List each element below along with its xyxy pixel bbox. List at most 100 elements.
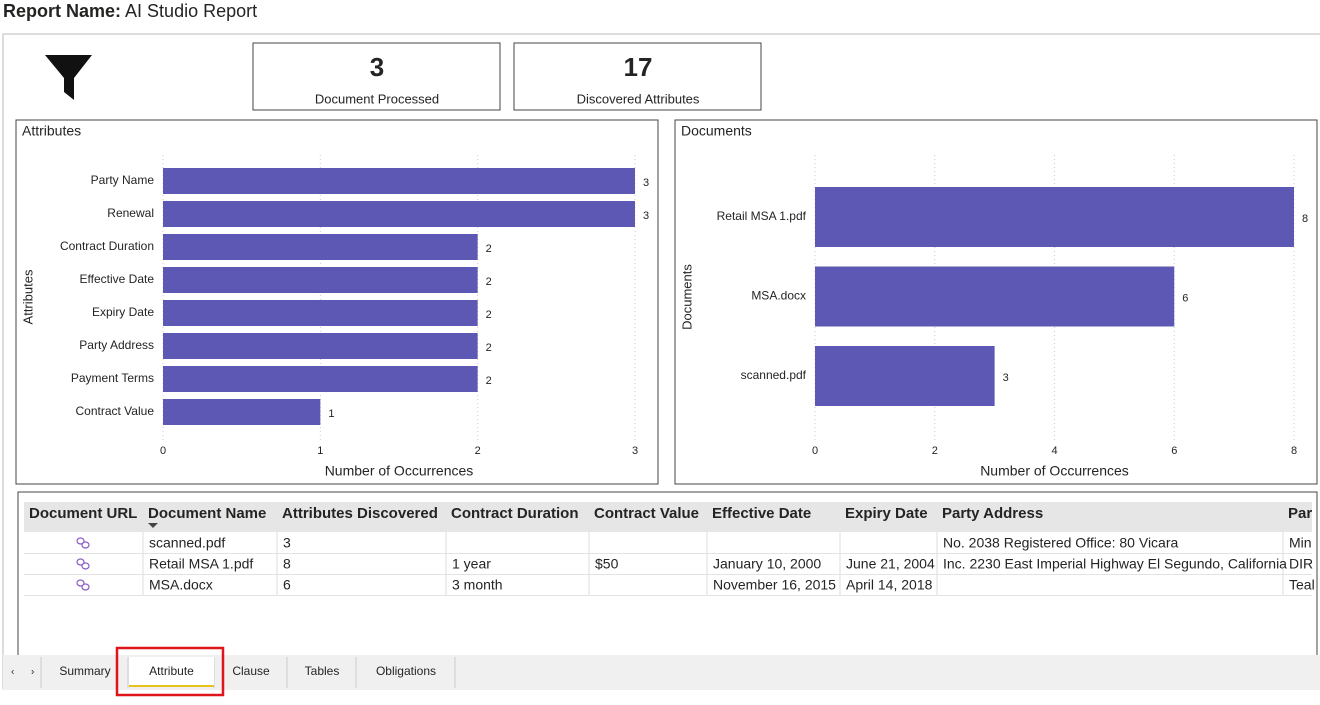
column-header[interactable]: Document URL [29,505,137,522]
data-label: 1 [328,408,334,420]
link-icon[interactable] [76,558,90,570]
bar [163,333,478,359]
column-header[interactable]: Attributes Discovered [282,505,438,522]
column-header[interactable]: Expiry Date [845,505,928,522]
data-label: 8 [1302,213,1308,225]
table-cell: June 21, 2004 [846,556,935,572]
link-icon[interactable] [76,579,90,591]
header-title: AI Studio Report [125,1,257,21]
bar [163,399,321,425]
table-cell: 3 month [452,577,503,593]
kpi-value: 17 [624,52,653,82]
table-cell: 1 year [452,556,491,572]
filter-icon[interactable] [45,55,92,100]
bar [163,267,478,293]
y-tick-label: Expiry Date [92,305,154,319]
tab[interactable]: Tables [305,664,340,678]
data-label: 2 [486,342,492,354]
column-header[interactable]: Contract Value [594,505,699,522]
y-tick-label: Payment Terms [71,371,154,385]
table-cell: DIR [1289,556,1313,572]
data-label: 3 [1003,372,1009,384]
bar [815,187,1294,247]
y-tick-label: MSA.docx [751,289,806,303]
y-tick-label: scanned.pdf [741,368,807,382]
table-cell: $50 [595,556,619,572]
y-tick-label: Effective Date [80,272,155,286]
table-cell: Retail MSA 1.pdf [149,556,253,572]
table-cell: Min [1289,535,1312,551]
report-header: Report Name: AI Studio Report [3,1,257,21]
table-cell: Teal [1289,577,1315,593]
table-cell: No. 2038 Registered Office: 80 Vicara [943,535,1179,551]
tab[interactable]: Attribute [149,664,194,678]
y-tick-label: Contract Duration [60,239,154,253]
highlight-box [115,646,225,697]
column-header[interactable]: Document Name [148,505,266,522]
column-header[interactable]: Party Address [942,505,1043,522]
chart-title: Documents [681,123,752,139]
y-axis-label: Documents [679,264,694,330]
tab-next[interactable]: › [31,667,34,678]
data-label: 2 [486,243,492,255]
data-label: 2 [486,309,492,321]
x-tick-label: 0 [812,445,818,457]
kpi-card [252,42,501,111]
data-label: 2 [486,276,492,288]
table-cell: November 16, 2015 [713,577,836,593]
tab-prev[interactable]: ‹ [11,667,14,678]
header-label: Report Name: [3,1,121,21]
kpi-card [513,42,762,111]
bar [163,201,635,227]
table-cell: Inc. 2230 East Imperial Highway El Segun… [943,556,1287,572]
column-header[interactable]: Effective Date [712,505,811,522]
table-cell: scanned.pdf [149,535,225,551]
tab[interactable]: Clause [232,664,270,678]
x-tick-label: 8 [1291,445,1297,457]
table-cell: January 10, 2000 [713,556,821,572]
x-tick-label: 1 [317,445,323,457]
x-tick-label: 2 [475,445,481,457]
table-cell: 8 [283,556,291,572]
bar [815,346,995,406]
y-tick-label: Renewal [107,206,154,220]
x-axis-label: Number of Occurrences [325,463,474,479]
column-header[interactable]: Par [1288,505,1312,522]
x-tick-label: 2 [932,445,938,457]
column-header[interactable]: Contract Duration [451,505,579,522]
x-tick-label: 6 [1171,445,1177,457]
x-tick-label: 3 [632,445,638,457]
x-tick-label: 0 [160,445,166,457]
y-tick-label: Contract Value [76,404,155,418]
table-header-bg [24,502,1312,532]
y-tick-label: Retail MSA 1.pdf [717,209,807,223]
bar [163,300,478,326]
tab[interactable]: Summary [59,664,110,678]
y-tick-label: Party Address [79,338,154,352]
x-axis-label: Number of Occurrences [980,463,1129,479]
bar [163,234,478,260]
table-cell: 6 [283,577,291,593]
kpi-value: 3 [370,52,384,82]
table-cell: MSA.docx [149,577,213,593]
kpi-label: Document Processed [315,91,439,106]
chart-title: Attributes [22,123,81,139]
bar [815,266,1175,327]
y-tick-label: Party Name [91,173,155,187]
data-label: 3 [643,210,649,222]
sort-indicator [148,523,158,528]
data-label: 3 [643,177,649,189]
y-axis-label: Attributes [20,269,35,324]
table-cell: 3 [283,535,291,551]
x-tick-label: 4 [1051,445,1057,457]
data-label: 2 [486,375,492,387]
active-tab [129,657,214,687]
link-icon[interactable] [76,537,90,549]
data-label: 6 [1182,292,1188,304]
kpi-label: Discovered Attributes [577,91,700,106]
bar [163,168,635,194]
bar [163,366,478,392]
table-cell: April 14, 2018 [846,577,933,593]
tab[interactable]: Obligations [376,664,436,678]
